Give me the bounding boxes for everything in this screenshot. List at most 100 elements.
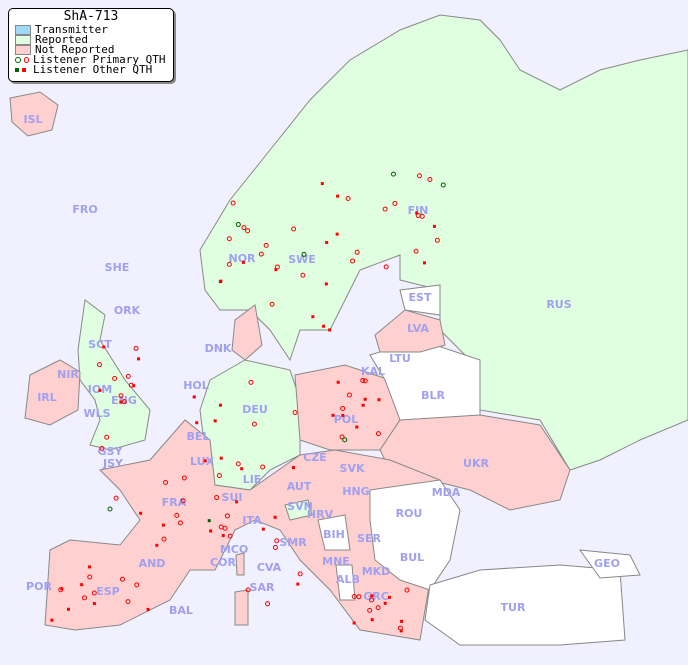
- listener-other-marker: [355, 425, 359, 429]
- legend-reported: Reported: [9, 34, 173, 45]
- listener-primary-marker: [99, 445, 105, 451]
- listener-other-marker: [336, 380, 340, 384]
- country-label-fra: FRA: [162, 496, 187, 509]
- listener-primary-marker: [227, 533, 233, 539]
- listener-other-marker: [219, 279, 223, 283]
- country-label-ser: SER: [357, 532, 381, 545]
- listener-other-marker: [387, 595, 391, 599]
- country-label-bul: BUL: [400, 551, 424, 564]
- listener-other-marker: [325, 241, 329, 245]
- country-label-wls: WLS: [83, 407, 110, 420]
- country-SAR: [234, 589, 249, 626]
- listener-primary-marker: [224, 513, 230, 519]
- listener-primary-marker: [345, 196, 351, 202]
- listener-other-marker: [240, 467, 244, 471]
- country-label-esp: ESP: [96, 585, 120, 598]
- listener-primary-marker: [245, 587, 251, 593]
- listener-primary-marker: [434, 237, 440, 243]
- country-label-nor: NOR: [228, 252, 256, 265]
- listener-primary-marker: [413, 248, 419, 254]
- listener-primary-marker: [177, 520, 183, 526]
- listener-primary-marker: [251, 421, 257, 427]
- country-label-fro: FRO: [72, 203, 97, 216]
- listener-other-marker: [139, 511, 143, 515]
- listener-primary-marker: [97, 362, 103, 368]
- listener-primary-marker: [230, 200, 236, 206]
- listener-primary-marker: [107, 506, 113, 512]
- listener-primary-marker: [161, 536, 167, 542]
- country-SVN: [284, 499, 313, 521]
- listener-primary-marker: [133, 345, 139, 351]
- listener-primary-marker: [174, 512, 180, 518]
- listener-other-marker: [352, 621, 356, 625]
- listener-primary-marker: [235, 461, 241, 467]
- country-label-mkd: MKD: [362, 565, 391, 578]
- listener-other-marker: [219, 403, 223, 407]
- country-IRL: [24, 359, 81, 426]
- listener-other-marker: [415, 211, 419, 215]
- listener-primary-marker: [104, 434, 110, 440]
- listener-other-marker: [119, 400, 123, 404]
- country-DNK: [231, 304, 263, 361]
- listener-primary-marker: [235, 222, 241, 228]
- listener-primary-marker: [265, 601, 271, 607]
- country-label-rou: ROU: [396, 507, 423, 520]
- country-label-irl: IRL: [37, 391, 57, 404]
- map-title: ShA-713: [63, 9, 119, 24]
- listener-primary-marker: [404, 587, 410, 593]
- country-nordic-russia: [199, 14, 688, 471]
- listener-primary-marker: [248, 379, 254, 385]
- listener-other-marker: [161, 523, 165, 527]
- listener-other-marker: [92, 602, 96, 606]
- country-label-bel: BEL: [187, 430, 210, 443]
- listener-primary-marker: [125, 599, 131, 605]
- country-label-blr: BLR: [421, 389, 445, 402]
- country-EST: [399, 284, 441, 316]
- listener-primary-marker: [274, 538, 280, 544]
- listener-primary-marker: [375, 431, 381, 437]
- country-label-hrv: HRV: [307, 508, 334, 521]
- listener-primary-marker: [119, 576, 125, 582]
- listener-primary-marker: [392, 200, 398, 206]
- listener-primary-marker: [346, 392, 352, 398]
- country-label-grc: GRC: [363, 590, 389, 603]
- listener-primary-marker: [134, 582, 140, 588]
- country-label-lie: LIE: [243, 473, 262, 486]
- listener-primary-marker: [339, 434, 345, 440]
- listener-other-marker: [195, 421, 199, 425]
- listener-primary-marker: [82, 595, 88, 601]
- listener-other-marker: [221, 534, 225, 538]
- country-label-aut: AUT: [287, 480, 312, 493]
- country-label-ltu: LTU: [389, 352, 411, 365]
- listener-primary-marker: [382, 206, 388, 212]
- country-label-alb: ALB: [336, 573, 360, 586]
- listener-primary-marker: [297, 571, 303, 577]
- legend-not-reported: Not Reported: [9, 44, 173, 55]
- country-label-ork: ORK: [114, 304, 141, 317]
- listener-other-marker: [137, 357, 141, 361]
- listener-other-marker: [67, 607, 71, 611]
- country-label-she: SHE: [105, 261, 130, 274]
- listener-primary-marker: [258, 251, 264, 257]
- listener-other-marker: [102, 345, 106, 349]
- country-label-eng: ENG: [111, 394, 137, 407]
- listener-primary-marker: [301, 251, 307, 257]
- country-label-smr: SMR: [279, 536, 307, 549]
- listener-other-marker: [400, 619, 404, 623]
- listener-other-marker: [377, 398, 381, 402]
- country-label-ita: ITA: [242, 514, 262, 527]
- listener-primary-marker: [417, 173, 423, 179]
- listener-primary-marker: [125, 373, 131, 379]
- listener-primary-marker: [440, 182, 446, 188]
- country-label-mco: MCO: [220, 543, 248, 556]
- listener-other-marker: [370, 594, 374, 598]
- swatch-icon: [15, 25, 31, 35]
- listener-other-marker: [370, 618, 374, 622]
- listener-primary-marker: [291, 226, 297, 232]
- listener-other-marker: [422, 261, 426, 265]
- country-COR: [235, 552, 245, 576]
- listener-other-marker: [399, 629, 403, 633]
- listener-other-marker: [261, 527, 265, 531]
- country-UKR: [379, 414, 571, 511]
